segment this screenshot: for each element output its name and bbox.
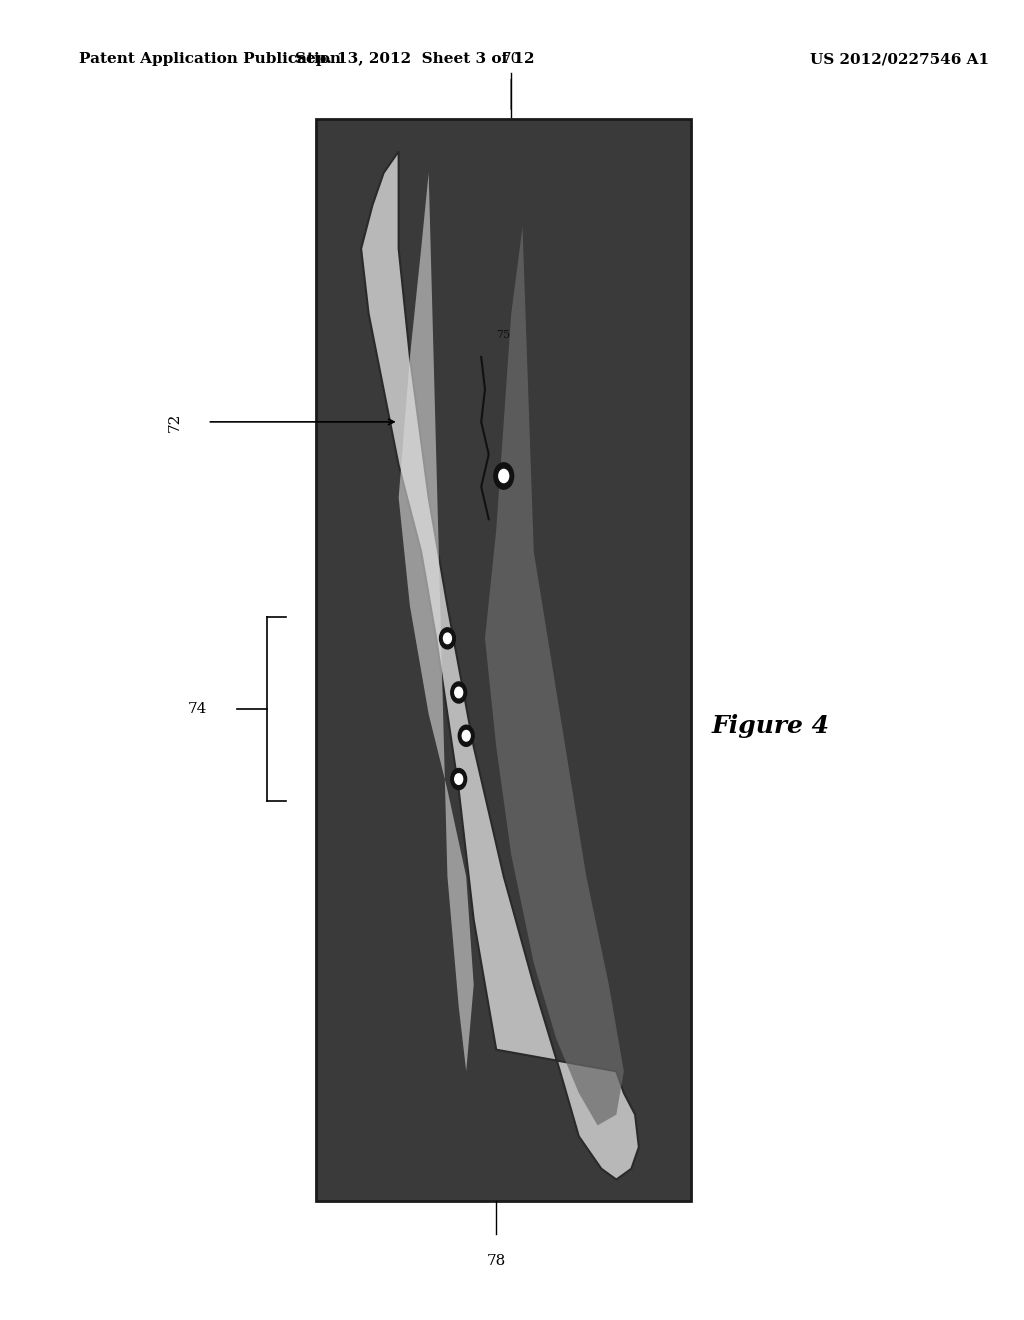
Text: Figure 4: Figure 4 xyxy=(712,714,829,738)
Text: Sep. 13, 2012  Sheet 3 of 12: Sep. 13, 2012 Sheet 3 of 12 xyxy=(295,53,535,66)
Text: 74: 74 xyxy=(188,702,208,715)
Circle shape xyxy=(494,463,514,490)
Circle shape xyxy=(455,688,463,698)
Text: 78: 78 xyxy=(486,1254,506,1269)
Text: 72: 72 xyxy=(168,412,182,432)
Circle shape xyxy=(459,725,474,746)
Circle shape xyxy=(451,768,467,789)
Polygon shape xyxy=(398,173,474,1072)
Circle shape xyxy=(455,774,463,784)
Circle shape xyxy=(443,634,452,644)
Text: 70: 70 xyxy=(502,51,521,66)
Circle shape xyxy=(439,628,456,649)
Polygon shape xyxy=(485,227,624,1126)
FancyBboxPatch shape xyxy=(316,119,691,1201)
Circle shape xyxy=(499,470,509,483)
Circle shape xyxy=(462,730,470,741)
Circle shape xyxy=(451,682,467,704)
Text: Patent Application Publication: Patent Application Publication xyxy=(79,53,341,66)
Text: US 2012/0227546 A1: US 2012/0227546 A1 xyxy=(810,53,989,66)
Polygon shape xyxy=(361,152,639,1180)
Text: 75: 75 xyxy=(497,330,510,341)
